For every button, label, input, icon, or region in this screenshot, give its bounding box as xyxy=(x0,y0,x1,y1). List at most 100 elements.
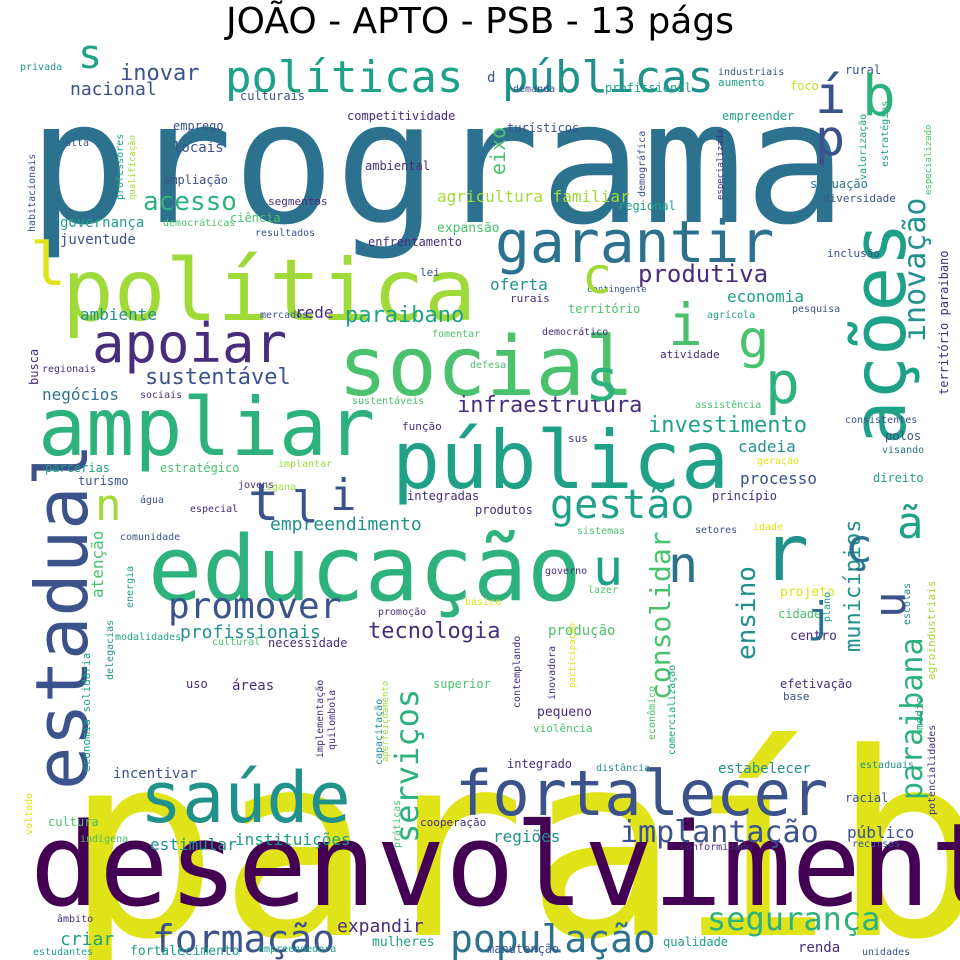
cloud-word: quilombola xyxy=(327,690,338,750)
cloud-word: uso xyxy=(186,677,208,691)
cloud-word: estabelecer xyxy=(718,761,811,777)
cloud-word: públicas xyxy=(502,52,714,103)
cloud-word: g xyxy=(738,310,769,370)
cloud-word: locais xyxy=(173,140,224,156)
cloud-word: pesquisa xyxy=(792,304,840,315)
cloud-word: sustentável xyxy=(145,365,291,390)
cloud-word: parcerias xyxy=(45,461,110,475)
cloud-word: ç xyxy=(845,519,873,573)
cloud-word: função xyxy=(402,420,442,433)
cloud-word: emprego xyxy=(173,119,224,133)
cloud-word: lazer xyxy=(588,585,618,596)
cloud-word: profissional xyxy=(605,81,692,95)
cloud-word: paraibano xyxy=(345,303,464,328)
cloud-word: demográfica xyxy=(636,131,648,197)
cloud-word: recursos xyxy=(852,839,900,850)
cloud-word: direito xyxy=(873,471,924,485)
cloud-word: delegacias xyxy=(105,620,116,680)
cloud-word: l xyxy=(292,482,319,533)
cloud-word: população xyxy=(450,917,656,960)
cloud-word: culturais xyxy=(240,89,305,103)
cloud-word: apoiar xyxy=(92,312,287,375)
cloud-word: infraestrutura xyxy=(457,393,642,418)
cloud-word: água xyxy=(140,494,164,506)
cloud-word: fortalecer xyxy=(455,757,828,830)
cloud-word: política xyxy=(62,241,476,341)
cloud-word: especializada xyxy=(716,130,726,200)
cloud-word: inovadora xyxy=(547,646,558,700)
cloud-word: qualificação xyxy=(128,135,138,200)
cloud-word: municípios xyxy=(841,520,866,652)
cloud-word: rurais xyxy=(510,292,550,305)
cloud-word: modalidades xyxy=(115,632,181,643)
cloud-word: busca xyxy=(27,349,41,385)
cloud-word: sustentáveis xyxy=(352,395,424,407)
cloud-word: áreas xyxy=(232,678,274,694)
cloud-word: d xyxy=(487,70,495,86)
cloud-word: aumento xyxy=(718,76,764,89)
cloud-word: rede xyxy=(295,303,334,322)
cloud-title: JOÃO - APTO - PSB - 13 págs xyxy=(226,1,734,42)
cloud-word: cigana xyxy=(260,482,296,493)
cloud-word: ambiental xyxy=(365,159,430,173)
cloud-word: privada xyxy=(20,62,62,73)
cloud-word: agricultura familiar xyxy=(437,187,630,206)
cloud-word: ensino xyxy=(732,566,762,660)
cloud-word: regional xyxy=(618,199,676,213)
cloud-word: racial xyxy=(845,791,888,805)
cloud-word: aperfeiçoamento xyxy=(381,681,391,762)
cloud-word: renda xyxy=(798,940,840,956)
cloud-word: governo xyxy=(545,566,587,577)
cloud-word: garantir xyxy=(495,208,774,276)
cloud-word: processo xyxy=(740,469,817,488)
cloud-word: voltado xyxy=(24,793,35,835)
cloud-word: promoção xyxy=(378,607,426,618)
cloud-word: inovar xyxy=(120,61,199,86)
cloud-word: pública xyxy=(392,414,729,507)
cloud-word: regionais xyxy=(42,364,96,375)
cloud-word: foco xyxy=(790,79,819,93)
cloud-word: regiões xyxy=(493,827,560,846)
cloud-word: base xyxy=(783,690,810,703)
cloud-word: sus xyxy=(568,432,588,445)
cloud-word: c xyxy=(582,247,612,305)
cloud-word: superior xyxy=(433,677,491,691)
cloud-word: incentivar xyxy=(113,766,197,782)
cloud-word: enfrentamento xyxy=(368,235,462,249)
cloud-word: b xyxy=(862,64,896,129)
cloud-word: práticas xyxy=(391,800,403,848)
cloud-word: ampliar xyxy=(38,381,375,474)
cloud-word: potencialidades xyxy=(927,725,938,815)
cloud-word: visando xyxy=(882,445,924,456)
cloud-word: segurança xyxy=(707,900,880,938)
cloud-word: políticas xyxy=(225,52,463,103)
cloud-word: í xyxy=(815,66,846,126)
cloud-word: situação xyxy=(810,177,868,191)
cloud-word: i xyxy=(668,291,703,359)
cloud-word: implantação xyxy=(620,815,819,850)
cloud-word: p xyxy=(815,109,845,167)
cloud-word: efetivação xyxy=(780,677,852,691)
cloud-word: capacitação xyxy=(374,699,385,765)
cloud-word: produtiva xyxy=(638,260,768,288)
cloud-word: projeto xyxy=(780,585,835,600)
cloud-word: implantar xyxy=(278,459,332,470)
cloud-word: unidades xyxy=(862,947,910,958)
cloud-word: comercialização xyxy=(667,665,678,755)
cloud-word: consolidar xyxy=(644,531,677,700)
cloud-word: integradas xyxy=(407,489,479,503)
cloud-word: atenção xyxy=(88,531,107,598)
cloud-word: empreender xyxy=(722,109,794,123)
cloud-word: alta xyxy=(65,138,89,149)
cloud-word: acesso xyxy=(143,187,237,217)
cloud-word: escolas xyxy=(902,583,913,625)
cloud-word: sociais xyxy=(140,390,182,401)
cloud-word: n xyxy=(95,480,122,531)
cloud-word: lei xyxy=(420,266,440,279)
cloud-word: estaduais xyxy=(860,760,914,771)
cloud-word: ambiente xyxy=(80,305,157,324)
cloud-word: distância xyxy=(596,762,650,774)
cloud-word: tecnologia xyxy=(368,619,500,644)
cloud-word: princípio xyxy=(712,489,777,503)
cloud-word: comunidade xyxy=(120,532,180,543)
